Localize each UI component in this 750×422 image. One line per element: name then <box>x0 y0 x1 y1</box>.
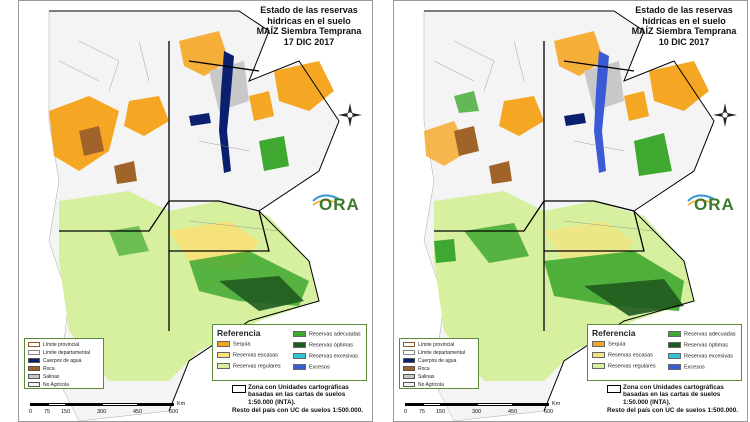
map-panel-left: Estado de las reservas hídricas en el su… <box>18 0 373 422</box>
ora-logo: ORA <box>309 193 367 219</box>
map-canvas <box>48 10 340 421</box>
legend-item-excesos: Excesos <box>293 364 330 371</box>
zone-note-text: Zona con Unidades cartográficas basadas … <box>623 384 724 406</box>
legend-item-provincial: Límite provincial <box>403 342 454 348</box>
compass-rose-icon <box>338 103 362 127</box>
title-line-3: MAÍZ Siembra Temprana <box>256 26 362 36</box>
scale-tick: 150 <box>436 409 446 415</box>
legend-title: Referencia <box>217 328 261 338</box>
scale-unit: Km <box>552 401 561 407</box>
legend-item-rock: Roca <box>28 366 55 372</box>
scale-tick: 600 <box>544 409 554 415</box>
scale-tick: 0 <box>404 409 408 415</box>
legend-item-excesos: Excesos <box>668 364 705 371</box>
ora-logo: ORA <box>684 193 742 219</box>
limits-legend: Límite provincial Límite departamental C… <box>399 338 479 389</box>
zone-swatch <box>607 385 621 393</box>
title-date: 17 DIC 2017 <box>283 36 335 47</box>
title-line-1: Estado de las reservas <box>635 5 733 15</box>
resto-note: Resto del país con UC de suelos 1:500.00… <box>232 407 364 414</box>
scale-unit: Km <box>177 401 186 407</box>
scale-tick: 75 <box>419 409 426 415</box>
scale-tick: 450 <box>508 409 518 415</box>
scale-tick: 75 <box>44 409 51 415</box>
legend-item-departamental: Límite departamental <box>403 350 465 356</box>
legend-item-regulares: Reservas regulares <box>592 363 656 370</box>
legend-item-optimas: Reservas óptimas <box>668 342 728 349</box>
legend-item-water: Cuerpos de agua <box>403 358 456 364</box>
legend-item-escasas: Reservas escasas <box>592 352 653 359</box>
zone-swatch <box>232 385 246 393</box>
title-date: 10 DIC 2017 <box>658 36 710 47</box>
legend-item-escasas: Reservas escasas <box>217 352 278 359</box>
legend-item-excesivas: Reservas excesivas <box>293 353 358 360</box>
title-line-2: hídricas en el suelo <box>642 15 726 26</box>
legend-item-sequia: Sequía <box>217 341 250 348</box>
scale-tick: 450 <box>133 409 143 415</box>
legend-item-water: Cuerpos de agua <box>28 358 81 364</box>
zone-note: Zona con Unidades cartográficas basadas … <box>232 384 367 406</box>
legend-item-adecuadas: Reservas adecuadas <box>668 331 736 338</box>
legend-item-no-agricola: No Agrícola <box>28 382 69 388</box>
legend-item-departamental: Límite departamental <box>28 350 90 356</box>
zone-note-text: Zona con Unidades cartográficas basadas … <box>248 384 349 406</box>
reference-legend: Referencia Sequía Reservas escasas Reser… <box>587 324 742 381</box>
reference-legend: Referencia Sequía Reservas escasas Reser… <box>212 324 367 381</box>
logo-text: ORA <box>319 195 360 214</box>
scale-tick: 150 <box>61 409 71 415</box>
legend-item-rock: Roca <box>403 366 430 372</box>
title-line-1: Estado de las reservas <box>260 5 358 15</box>
legend-item-salinas: Salinas <box>403 374 434 380</box>
title-line-3: MAÍZ Siembra Temprana <box>631 26 737 36</box>
map-panel-right: Estado de las reservas hídricas en el su… <box>393 0 748 422</box>
legend-item-sequia: Sequía <box>592 341 625 348</box>
scale-bar: 0 75 150 300 450 600 Km <box>402 401 582 421</box>
scale-tick: 600 <box>169 409 179 415</box>
title-line-2: hídricas en el suelo <box>267 15 351 26</box>
legend-item-no-agricola: No Agrícola <box>403 382 444 388</box>
scale-tick: 0 <box>29 409 33 415</box>
legend-item-provincial: Límite provincial <box>28 342 79 348</box>
map-title: Estado de las reservas hídricas en el su… <box>624 5 744 47</box>
legend-item-excesivas: Reservas excesivas <box>668 353 733 360</box>
limits-legend: Límite provincial Límite departamental C… <box>24 338 104 389</box>
legend-item-optimas: Reservas óptimas <box>293 342 353 349</box>
compass-rose-icon <box>713 103 737 127</box>
resto-note: Resto del país con UC de suelos 1:500.00… <box>607 407 739 414</box>
scale-tick: 300 <box>472 409 482 415</box>
map-title: Estado de las reservas hídricas en el su… <box>249 5 369 47</box>
zone-note: Zona con Unidades cartográficas basadas … <box>607 384 742 406</box>
legend-item-adecuadas: Reservas adecuadas <box>293 331 361 338</box>
legend-item-regulares: Reservas regulares <box>217 363 281 370</box>
legend-item-salinas: Salinas <box>28 374 59 380</box>
scale-bar: 0 75 150 300 450 600 Km <box>27 401 207 421</box>
legend-title: Referencia <box>592 328 636 338</box>
logo-text: ORA <box>694 195 735 214</box>
map-canvas <box>423 10 715 421</box>
scale-tick: 300 <box>97 409 107 415</box>
